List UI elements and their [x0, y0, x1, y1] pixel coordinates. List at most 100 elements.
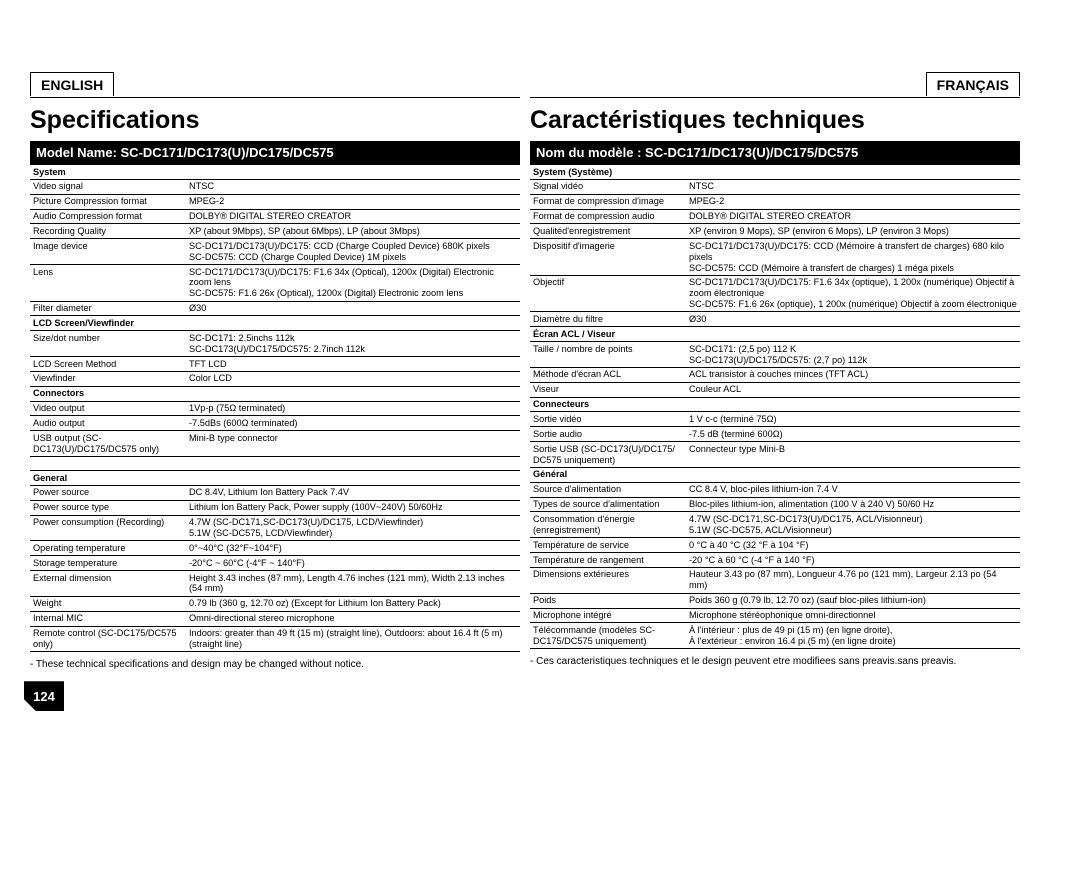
spec-row-value: Couleur ACL	[686, 382, 1020, 397]
footnote-francais: - Ces caracteristiques techniques et le …	[530, 655, 1020, 668]
spec-row-value: Microphone stéréophonique omni-direction…	[686, 608, 1020, 623]
spec-row-label: Format de compression audio	[530, 209, 686, 224]
spec-row-value: DC 8.4V, Lithium Ion Battery Pack 7.4V	[186, 485, 520, 500]
spec-row-label: Audio Compression format	[30, 209, 186, 224]
column-english: ENGLISH Specifications Model Name: SC-DC…	[30, 80, 520, 707]
spec-row-label: Internal MIC	[30, 611, 186, 626]
spec-row-value: Connecteur type Mini-B	[686, 442, 1020, 468]
spec-row-label: Lens	[30, 265, 186, 302]
spec-row-value: Height 3.43 inches (87 mm), Length 4.76 …	[186, 571, 520, 597]
spec-row-value: 0 °C à 40 °C (32 °F à 104 °F)	[686, 538, 1020, 553]
spec-row-label: Viseur	[530, 382, 686, 397]
spec-row-value: CC 8.4 V, bloc-piles lithium-ion 7.4 V	[686, 482, 1020, 497]
section-title-francais: Caractéristiques techniques	[530, 106, 1020, 135]
column-francais: FRANÇAIS Caractéristiques techniques Nom…	[530, 80, 1020, 707]
spec-row-label: Weight	[30, 596, 186, 611]
spec-section-head: Connectors	[30, 386, 520, 401]
spec-row-value: XP (environ 9 Mops), SP (environ 6 Mops)…	[686, 224, 1020, 239]
spec-row-value: Poids 360 g (0.79 lb, 12.70 oz) (sauf bl…	[686, 593, 1020, 608]
spec-row-label: Filter diameter	[30, 301, 186, 316]
spec-row-label: Operating temperature	[30, 541, 186, 556]
language-tab-francais: FRANÇAIS	[926, 72, 1020, 96]
spec-row-value: TFT LCD	[186, 357, 520, 372]
spec-row-value: 0°~40°C (32°F~104°F)	[186, 541, 520, 556]
spec-row-label: Audio output	[30, 416, 186, 431]
spec-table-francais: System (Système)Signal vidéoNTSCFormat d…	[530, 164, 1020, 649]
spec-row-value: DOLBY® DIGITAL STEREO CREATOR	[186, 209, 520, 224]
model-bar-english: Model Name: SC-DC171/DC173(U)/DC175/DC57…	[30, 141, 520, 164]
spec-section-head: General	[30, 471, 520, 486]
spec-row-value: SC-DC171/DC173(U)/DC175: F1.6 34x (Optic…	[186, 265, 520, 302]
spec-row-value: Bloc-piles lithium-ion, alimentation (10…	[686, 497, 1020, 512]
spec-row-value: 1Vp-p (75Ω terminated)	[186, 401, 520, 416]
spec-row-label: Types de source d'alimentation	[530, 497, 686, 512]
spec-row-label: Recording Quality	[30, 224, 186, 239]
spec-section-head: Écran ACL / Viseur	[530, 327, 1020, 342]
spec-section-head: System	[30, 165, 520, 180]
manual-page: ENGLISH Specifications Model Name: SC-DC…	[0, 0, 1080, 727]
page-number-badge: 124	[24, 681, 64, 711]
spec-row-label: Video signal	[30, 179, 186, 194]
spec-row-label: Sortie USB (SC-DC173(U)/DC175/ DC575 uni…	[530, 442, 686, 468]
spec-row-label: Signal vidéo	[530, 179, 686, 194]
spec-row-label: Objectif	[530, 275, 686, 312]
spec-row-value: NTSC	[686, 179, 1020, 194]
spec-row-label: Power source	[30, 485, 186, 500]
footnote-english: - These technical specifications and des…	[30, 658, 520, 671]
spec-row-value: 4.7W (SC-DC171,SC-DC173(U)/DC175, ACL/Vi…	[686, 512, 1020, 538]
spec-row-label: LCD Screen Method	[30, 357, 186, 372]
spec-section-head: LCD Screen/Viewfinder	[30, 316, 520, 331]
spec-row-value: DOLBY® DIGITAL STEREO CREATOR	[686, 209, 1020, 224]
spec-row-value: Ø30	[186, 301, 520, 316]
model-bar-francais: Nom du modèle : SC-DC171/DC173(U)/DC175/…	[530, 141, 1020, 164]
spec-row-label: Méthode d'écran ACL	[530, 367, 686, 382]
spec-row-value: MPEG-2	[186, 194, 520, 209]
spec-row-label: Microphone intégré	[530, 608, 686, 623]
spec-row-value: Omni-directional stereo microphone	[186, 611, 520, 626]
spec-table-english: SystemVideo signalNTSCPicture Compressio…	[30, 164, 520, 652]
spec-row-label: External dimension	[30, 571, 186, 597]
spec-row-label: Format de compression d'image	[530, 194, 686, 209]
spec-row-label: Picture Compression format	[30, 194, 186, 209]
spec-row-label: Power consumption (Recording)	[30, 515, 186, 541]
spec-row-value: 4.7W (SC-DC171,SC-DC173(U)/DC175, LCD/Vi…	[186, 515, 520, 541]
spec-row-value: Indoors: greater than 49 ft (15 m) (stra…	[186, 626, 520, 652]
spec-row-label: Dispositif d'imagerie	[530, 239, 686, 276]
spec-row-label: Video output	[30, 401, 186, 416]
spec-row-value: 1 V c-c (terminé 75Ω)	[686, 412, 1020, 427]
spec-row-label: Télécommande (modèles SC-DC175/DC575 uni…	[530, 623, 686, 649]
spec-row-label: Image device	[30, 239, 186, 265]
spec-row-value: -20 °C à 60 °C (-4 °F à 140 °F)	[686, 553, 1020, 568]
spec-row-value: -7.5dBs (600Ω terminated)	[186, 416, 520, 431]
spec-row-label: Storage temperature	[30, 556, 186, 571]
spec-row-label: Température de service	[530, 538, 686, 553]
spec-row-label: USB output (SC-DC173(U)/DC175/DC575 only…	[30, 431, 186, 457]
spec-row-value: Lithium Ion Battery Pack, Power supply (…	[186, 500, 520, 515]
spec-row-label: Power source type	[30, 500, 186, 515]
language-tab-english: ENGLISH	[30, 72, 114, 96]
spec-row-label: Remote control (SC-DC175/DC575 only)	[30, 626, 186, 652]
spec-row-label: Sortie vidéo	[530, 412, 686, 427]
spec-row-value: -7.5 dB (terminé 600Ω)	[686, 427, 1020, 442]
spec-row-value: Hauteur 3.43 po (87 mm), Longueur 4.76 p…	[686, 567, 1020, 593]
spec-row-label: Taille / nombre de points	[530, 342, 686, 368]
spec-row-value: 0.79 lb (360 g, 12.70 oz) (Except for Li…	[186, 596, 520, 611]
spec-row-label: Size/dot number	[30, 331, 186, 357]
spec-row-value: SC-DC171/DC173(U)/DC175: CCD (Mémoire à …	[686, 239, 1020, 276]
spec-row-label: Poids	[530, 593, 686, 608]
spec-row-label: Source d'alimentation	[530, 482, 686, 497]
spec-section-head: Connecteurs	[530, 397, 1020, 412]
spec-row-value: ACL transistor à couches minces (TFT ACL…	[686, 367, 1020, 382]
spec-row-label: Sortie audio	[530, 427, 686, 442]
spec-section-head: System (Système)	[530, 165, 1020, 180]
section-title-english: Specifications	[30, 106, 520, 135]
spec-row-label: Diamètre du filtre	[530, 312, 686, 327]
spec-row-label: Température de rangement	[530, 553, 686, 568]
spec-row-label: Viewfinder	[30, 371, 186, 386]
spec-row-value: -20°C ~ 60°C (-4°F ~ 140°F)	[186, 556, 520, 571]
spec-row-value: À l'intérieur : plus de 49 pi (15 m) (en…	[686, 623, 1020, 649]
spec-row-value: SC-DC171/DC173(U)/DC175: CCD (Charge Cou…	[186, 239, 520, 265]
spec-row-label: Consommation d'énergie (enregistrement)	[530, 512, 686, 538]
spec-row-label: Dimensions extérieures	[530, 567, 686, 593]
spec-row-value: MPEG-2	[686, 194, 1020, 209]
